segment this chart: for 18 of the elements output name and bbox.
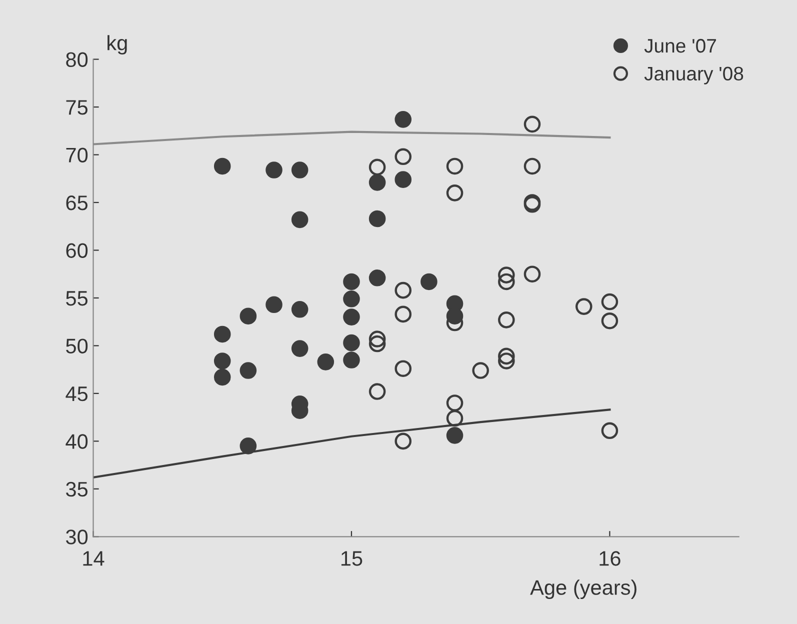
x-tick-label: 14 [83,551,104,566]
y-tick-label: 75 [66,100,88,115]
legend-label: June '07 [644,38,716,53]
y-tick-label: 60 [66,243,88,258]
y-tick-label: 80 [66,52,88,68]
legend-label: January '08 [644,66,744,84]
y-tick-label: 55 [66,291,88,306]
x-tick-label: 15 [341,551,362,566]
y-tick-label: 30 [66,530,88,544]
y-tick-label: 45 [66,386,88,402]
y-tick-label: 35 [66,482,88,497]
x-axis-title: Age (years) [530,580,636,600]
y-tick-label: 65 [66,195,88,210]
y-tick-label: 70 [66,148,88,163]
y-tick-label: 40 [66,434,88,449]
y-axis-title: kg [108,35,127,55]
x-tick-label: 16 [600,551,620,566]
y-tick-label: 50 [66,338,88,354]
